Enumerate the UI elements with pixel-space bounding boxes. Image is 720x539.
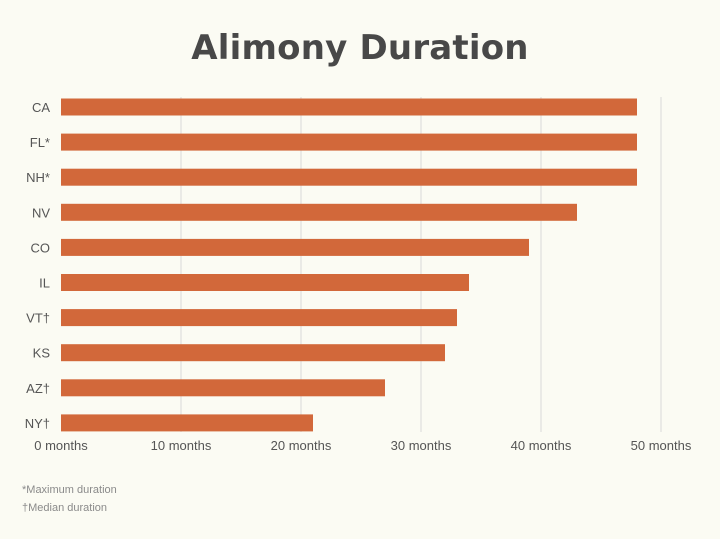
x-tick-label-10: 10 months [151, 438, 212, 453]
chart-title: Alimony Duration [191, 28, 529, 68]
bar-9 [61, 414, 313, 432]
category-label-4: CO [31, 240, 51, 255]
category-label-9: NY† [25, 416, 50, 431]
bar-7 [61, 344, 445, 362]
bar-3 [61, 203, 577, 221]
x-tick-label-40: 40 months [511, 438, 572, 453]
category-label-6: VT† [26, 311, 50, 326]
bar-4 [61, 238, 529, 256]
category-label-3: NV [32, 205, 50, 220]
footnote-median: †Median duration [22, 502, 108, 514]
bar-6 [61, 309, 457, 327]
footnote-maximum: *Maximum duration [22, 484, 117, 496]
footnotes: *Maximum duration †Median duration [22, 481, 117, 517]
category-label-1: FL* [30, 135, 50, 150]
bar-5 [61, 274, 469, 291]
category-label-8: AZ† [26, 381, 50, 396]
x-tick-label-50: 50 months [631, 438, 692, 453]
bar-8 [61, 379, 385, 397]
bar-1 [61, 133, 637, 151]
x-tick-label-20: 20 months [271, 438, 332, 453]
category-label-7: KS [33, 346, 51, 361]
x-tick-label-0: 0 months [34, 438, 88, 453]
category-label-5: IL [39, 276, 50, 291]
category-label-0: CA [32, 100, 50, 115]
bar-2 [61, 168, 637, 186]
category-label-2: NH* [26, 170, 50, 185]
x-tick-label-30: 30 months [391, 438, 452, 453]
bar-0 [61, 98, 637, 116]
